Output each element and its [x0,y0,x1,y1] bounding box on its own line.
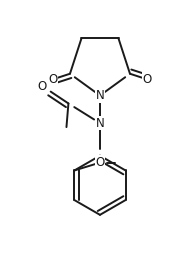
Text: N: N [96,89,104,102]
Text: O: O [142,73,152,86]
Text: O: O [95,156,105,169]
Text: N: N [96,117,104,130]
Text: O: O [37,80,46,93]
Text: O: O [48,73,58,86]
